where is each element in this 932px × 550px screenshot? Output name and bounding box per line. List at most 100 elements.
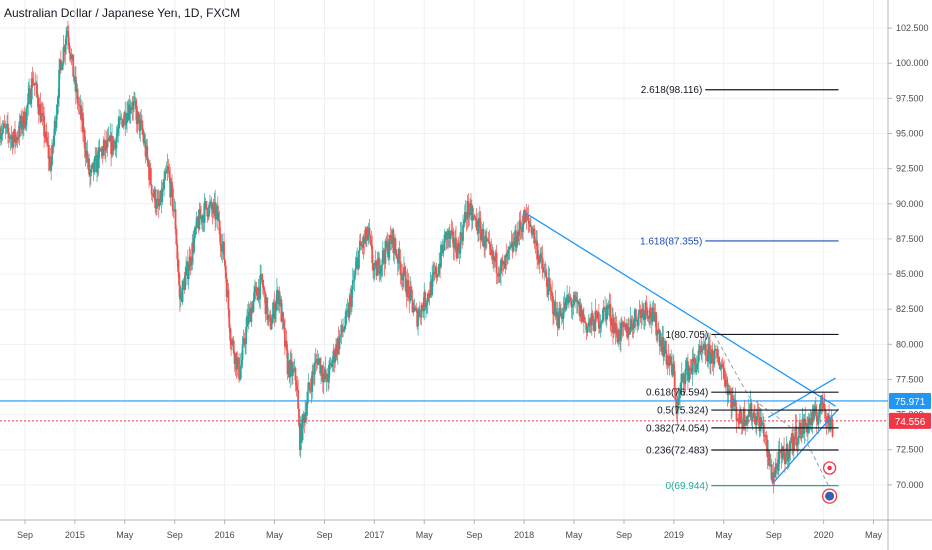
candle-body <box>42 113 45 117</box>
event-marker-dot <box>825 491 835 501</box>
event-marker-dot <box>827 465 832 471</box>
candle-body <box>803 419 806 434</box>
candle-body <box>743 408 746 426</box>
candle-body <box>187 270 190 280</box>
candle-body <box>266 297 269 321</box>
y-tick-label: 90.000 <box>896 199 924 209</box>
candle-body <box>592 319 595 331</box>
candle-body <box>768 450 770 465</box>
candle-body <box>406 280 409 297</box>
candle-body <box>14 129 16 143</box>
candle-body <box>236 359 239 370</box>
candle-body <box>150 184 153 195</box>
candle-body <box>556 311 559 327</box>
candle-body <box>647 316 650 319</box>
candle-body <box>389 234 392 239</box>
candle-body <box>548 277 551 285</box>
candle-body <box>342 330 344 332</box>
candle-body <box>175 229 178 245</box>
candle-body <box>371 245 374 264</box>
candle-body <box>425 304 427 308</box>
candle-body <box>739 409 742 422</box>
candle-body <box>489 243 492 250</box>
candle-body <box>306 403 308 416</box>
candle-body <box>37 95 39 107</box>
candle-body <box>415 308 418 311</box>
candle-body <box>39 104 42 122</box>
candle-body <box>224 265 227 278</box>
candle-body <box>194 227 196 238</box>
candle-body <box>471 215 474 221</box>
candle-body <box>501 263 504 265</box>
candle-body <box>814 406 817 416</box>
candle-body <box>527 215 530 222</box>
candle-body <box>652 307 655 312</box>
candle-body <box>252 301 255 313</box>
candle-body <box>702 343 705 350</box>
candle-body <box>164 172 166 180</box>
candle-body <box>574 295 576 297</box>
candle-body <box>682 373 685 384</box>
candle-body <box>343 325 346 330</box>
candle-body <box>97 147 100 168</box>
candle-body <box>83 129 86 149</box>
candle-body <box>655 312 658 336</box>
candle-body <box>679 388 681 398</box>
candle-body <box>7 132 10 138</box>
candle-body <box>476 220 479 231</box>
candle-body <box>120 118 123 121</box>
x-tick-label: Sep <box>766 530 782 540</box>
candle-body <box>29 88 31 104</box>
candle-body <box>402 275 404 281</box>
candle-body <box>667 356 670 366</box>
x-tick-label: May <box>416 530 434 540</box>
candle-body <box>449 233 452 239</box>
candle-body <box>650 307 652 319</box>
candle-body <box>106 138 109 148</box>
candle-body <box>826 422 829 424</box>
candle-body <box>33 82 36 85</box>
candle-body <box>691 358 694 375</box>
candle-body <box>776 463 778 466</box>
candle-body <box>568 296 571 299</box>
candle-body <box>24 125 27 128</box>
candle-body <box>154 189 157 209</box>
candle-body <box>701 349 703 352</box>
candle-body <box>786 444 789 462</box>
y-tick-label: 82.500 <box>896 304 924 314</box>
candle-body <box>538 258 541 264</box>
candle-body <box>719 367 722 370</box>
candle-body <box>597 312 600 329</box>
candle-body <box>134 100 137 110</box>
y-tick-label: 95.000 <box>896 129 924 139</box>
candle-body <box>779 450 782 453</box>
candle-body <box>582 310 584 322</box>
candle-body <box>426 293 429 304</box>
candle-body <box>685 368 688 370</box>
candle-body <box>380 264 382 274</box>
candle-body <box>515 230 517 248</box>
candle-body <box>62 46 65 64</box>
candle-body <box>724 379 727 387</box>
candle-body <box>754 413 756 424</box>
x-tick-label: May <box>116 530 134 540</box>
candle-body <box>53 120 56 136</box>
fib-level-label: 0.382(74.054) <box>646 423 708 434</box>
candle-body <box>229 327 232 341</box>
candle-body <box>694 357 696 365</box>
candle-body <box>51 145 53 165</box>
candle-body <box>239 365 242 379</box>
candle-body <box>18 121 21 138</box>
candle-body <box>247 312 250 325</box>
candle-body <box>648 318 651 319</box>
candle-body <box>149 167 152 185</box>
candle-body <box>460 232 463 240</box>
candle-body <box>604 307 606 310</box>
candle-body <box>551 292 554 297</box>
candle-body <box>757 412 760 418</box>
candle-body <box>679 382 682 389</box>
candle-body <box>16 137 19 141</box>
candle-body <box>435 267 438 278</box>
fib-level-label: 0.5(75.324) <box>657 406 708 417</box>
